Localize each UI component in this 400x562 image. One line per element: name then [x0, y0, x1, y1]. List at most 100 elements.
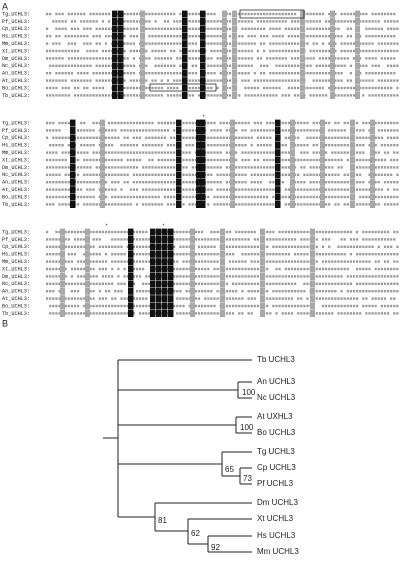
residue [247, 35, 250, 38]
residue [135, 86, 139, 90]
residue [135, 260, 139, 263]
residue [306, 121, 309, 125]
residue [272, 94, 275, 97]
residue [383, 181, 387, 184]
residue [306, 144, 309, 147]
residue [281, 79, 284, 82]
residue [173, 245, 176, 248]
residue [297, 94, 300, 97]
residue [98, 64, 101, 67]
black-shade [128, 302, 134, 310]
residue [176, 304, 179, 308]
residue [315, 245, 318, 248]
residue [55, 136, 58, 139]
residue [396, 79, 399, 82]
residue [362, 166, 365, 169]
residue [356, 144, 359, 147]
black-shade [176, 171, 182, 179]
residue [101, 260, 104, 263]
residue [309, 188, 312, 191]
residue [160, 230, 163, 234]
residue [362, 94, 365, 97]
residue [163, 173, 166, 176]
residue [117, 166, 120, 169]
residue [263, 203, 266, 206]
residue [278, 86, 281, 90]
residue [244, 64, 247, 67]
residue [228, 290, 232, 293]
residue [104, 260, 108, 263]
residue [132, 27, 135, 30]
black-shade [150, 236, 156, 243]
residue [359, 158, 362, 162]
residue [306, 173, 309, 176]
residue [343, 64, 346, 67]
residue [278, 35, 281, 38]
residue [219, 195, 222, 199]
black-shade [118, 32, 124, 40]
residue [92, 267, 95, 271]
gray-shade [320, 141, 325, 149]
residue [173, 267, 176, 271]
residue [334, 57, 337, 60]
gray-shade [190, 236, 195, 243]
residue [321, 312, 325, 315]
residue [294, 238, 297, 241]
residue [55, 72, 58, 75]
residue [89, 136, 92, 139]
residue [328, 20, 331, 23]
residue [343, 203, 346, 206]
residue [194, 121, 197, 125]
residue [235, 129, 238, 132]
residue [250, 49, 253, 53]
residue [185, 195, 188, 199]
residue [371, 297, 374, 300]
residue [176, 238, 179, 241]
gray-shade [222, 84, 227, 92]
gray-shade [310, 265, 315, 273]
residue [111, 230, 114, 234]
residue [126, 86, 129, 90]
residue [306, 188, 309, 191]
gray-shade [230, 127, 235, 134]
residue [197, 245, 201, 248]
residue [241, 275, 244, 278]
residue [179, 20, 182, 23]
residue [92, 57, 95, 60]
residue [83, 245, 86, 248]
residue [281, 282, 284, 285]
residue [343, 94, 346, 97]
residue [67, 195, 70, 199]
residue [390, 72, 393, 75]
residue [275, 267, 278, 271]
gray-shade [330, 62, 335, 70]
residue [52, 57, 55, 60]
residue [101, 230, 104, 234]
residue [46, 230, 49, 234]
black-shade [200, 119, 206, 127]
residue [55, 144, 58, 147]
residue [263, 64, 266, 67]
residue [393, 136, 396, 139]
residue [235, 173, 238, 176]
residue [160, 27, 163, 30]
residue [191, 42, 194, 45]
residue [387, 230, 390, 234]
residue [86, 173, 89, 176]
gray-shade [100, 149, 105, 157]
residue [244, 230, 247, 234]
gray-shade [100, 127, 105, 134]
residue [340, 304, 343, 308]
gray-shade [290, 141, 295, 149]
residue [334, 290, 337, 293]
residue [272, 86, 275, 90]
residue [349, 297, 352, 300]
residue [142, 181, 145, 184]
residue [95, 79, 98, 82]
residue [114, 129, 117, 132]
residue [374, 166, 377, 169]
residue [340, 94, 343, 97]
residue [89, 27, 92, 30]
gray-shade [190, 273, 195, 280]
